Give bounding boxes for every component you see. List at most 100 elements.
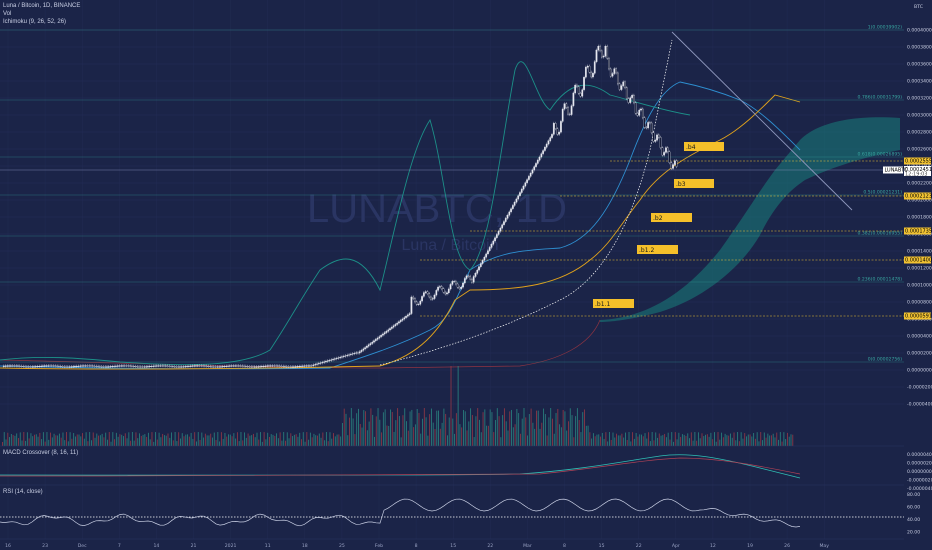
volume-bar bbox=[172, 440, 174, 446]
volume-bar bbox=[576, 408, 578, 446]
volume-bar bbox=[610, 439, 612, 446]
volume-bar bbox=[382, 412, 384, 446]
volume-bar bbox=[390, 409, 391, 446]
volume-bar bbox=[651, 432, 653, 446]
candle-body bbox=[102, 366, 105, 368]
volume-bar bbox=[368, 421, 370, 446]
symbol-title[interactable]: Luna / Bitcoin, 1D, BINANCE bbox=[3, 3, 81, 9]
volume-bar bbox=[304, 441, 306, 446]
candle-body bbox=[654, 140, 657, 142]
volume-bar bbox=[489, 409, 491, 446]
candle-body bbox=[579, 93, 582, 97]
volume-bar bbox=[429, 414, 431, 446]
volume-bar bbox=[457, 366, 459, 446]
rsi-legend[interactable]: RSI (14, close) bbox=[3, 489, 43, 495]
rsi-tick: 20.00 bbox=[907, 530, 920, 536]
candle-body bbox=[300, 365, 302, 367]
volume-bar bbox=[185, 434, 187, 446]
volume-bar bbox=[445, 413, 447, 446]
candle-body bbox=[227, 365, 229, 367]
volume-bar bbox=[199, 439, 201, 446]
volume-bar bbox=[703, 436, 705, 446]
price-tick: 0.00010000 bbox=[907, 283, 932, 289]
candle-body bbox=[481, 260, 484, 264]
annotation-tag-b11[interactable] bbox=[593, 299, 634, 308]
volume-bar bbox=[512, 427, 514, 446]
time-axis[interactable]: 16 23 Dec 7 14 21 2021 11 18 25 Feb 8 15 22 Mar 8 15 22 Ap… bbox=[5, 543, 829, 549]
volume-bar bbox=[758, 441, 760, 446]
candle-body bbox=[499, 227, 502, 232]
annotation-tag-b12[interactable] bbox=[637, 245, 678, 254]
candle-body bbox=[250, 366, 253, 368]
candle-body bbox=[243, 365, 245, 367]
price-tag-b11 bbox=[904, 312, 931, 320]
volume-bar bbox=[155, 432, 156, 446]
rsi-tick: 40.00 bbox=[907, 517, 920, 523]
candle-body bbox=[577, 86, 580, 94]
trend-line[interactable] bbox=[671, 31, 853, 211]
volume-bar bbox=[30, 433, 32, 446]
volume-bar bbox=[664, 433, 666, 446]
volume-bar bbox=[96, 433, 98, 446]
support-levels[interactable] bbox=[0, 160, 904, 317]
volume-bar bbox=[365, 411, 367, 446]
volume-bar bbox=[685, 435, 687, 446]
volume-bar bbox=[552, 418, 553, 446]
candle-body bbox=[298, 366, 301, 368]
candle-body bbox=[271, 365, 274, 367]
volume-bar bbox=[463, 410, 464, 446]
volume-bar bbox=[358, 408, 359, 446]
candle-body bbox=[113, 365, 115, 367]
candle-body bbox=[170, 365, 172, 367]
candle-body bbox=[252, 366, 254, 368]
candle-body bbox=[538, 156, 541, 161]
price-tag-b4-text: 0.00025554 bbox=[905, 159, 932, 165]
candle-body bbox=[342, 356, 345, 357]
candle-body bbox=[10, 365, 12, 367]
volume-bar bbox=[751, 436, 753, 446]
candle-body bbox=[307, 365, 310, 367]
candle-body bbox=[45, 365, 48, 367]
candle-body bbox=[367, 344, 370, 347]
volume-bar bbox=[317, 435, 318, 446]
volume-bar bbox=[269, 436, 270, 446]
volume-bar bbox=[338, 434, 340, 446]
annotation-tag-b3[interactable] bbox=[674, 179, 714, 188]
candle-body bbox=[421, 296, 423, 302]
ichimoku-legend[interactable]: Ichimoku (9, 26, 52, 26) bbox=[3, 19, 67, 25]
volume-bar bbox=[617, 435, 619, 446]
annotation-tags[interactable]: .b4 .b3 .b2 .b1.2 .b1.1 bbox=[593, 142, 724, 308]
price-axis[interactable]: 0.00040000 0.00038000 0.00036000 0.00034000… bbox=[907, 28, 932, 408]
price-tick: 0.00018000 bbox=[907, 215, 932, 221]
volume-bar bbox=[254, 437, 256, 446]
volume-bar bbox=[644, 433, 646, 446]
volume-bar bbox=[498, 416, 500, 446]
candle-body bbox=[189, 365, 192, 367]
annotation-tag-b2[interactable] bbox=[651, 213, 692, 222]
volume-bar bbox=[283, 432, 285, 446]
currency-label: BTC bbox=[914, 4, 923, 10]
candle-body bbox=[77, 365, 80, 367]
candle-body bbox=[415, 301, 418, 305]
candle-body bbox=[661, 147, 664, 156]
candle-body bbox=[396, 322, 399, 325]
candle-body bbox=[428, 293, 431, 298]
volume-bar bbox=[324, 440, 326, 446]
candle-body bbox=[13, 365, 16, 367]
candle-body bbox=[588, 65, 591, 73]
volume-legend[interactable]: Vol bbox=[3, 11, 12, 17]
candle-body bbox=[364, 347, 366, 350]
candle-body bbox=[17, 365, 19, 367]
volume-bar bbox=[174, 432, 176, 446]
volume-bar bbox=[523, 408, 525, 446]
volume-bar bbox=[388, 425, 390, 446]
volume-bar bbox=[261, 441, 263, 446]
annotation-tag-b4[interactable] bbox=[684, 142, 724, 151]
volume-bar bbox=[625, 432, 626, 446]
volume-bar bbox=[605, 432, 607, 446]
macd-legend[interactable]: MACD Crossover (8, 16, 11) bbox=[3, 450, 79, 456]
candle-body bbox=[49, 365, 51, 367]
volume-bar bbox=[514, 424, 516, 446]
volume-bar bbox=[327, 441, 329, 446]
